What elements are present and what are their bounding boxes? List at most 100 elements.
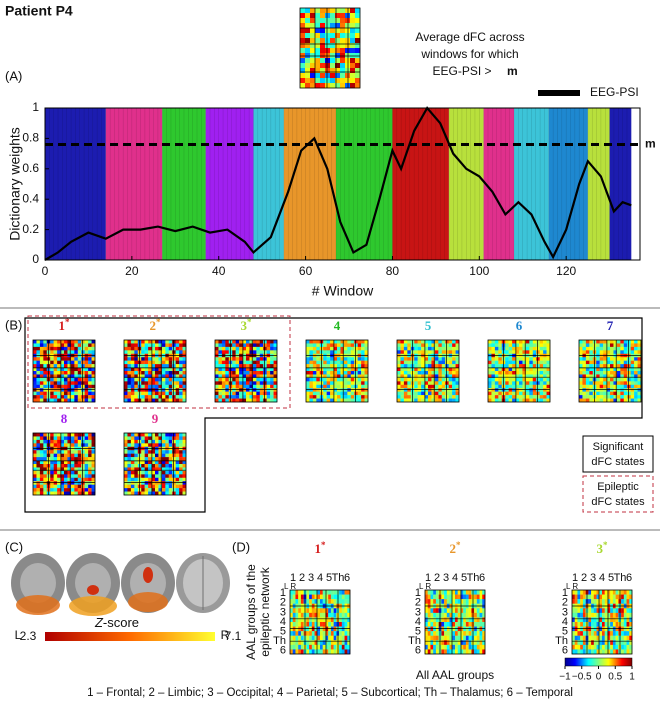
matrix-cell	[70, 464, 75, 468]
matrix-cell	[64, 477, 68, 482]
matrix-cell	[623, 640, 627, 646]
matrix-cell	[589, 360, 593, 365]
matrix-cell	[218, 364, 223, 368]
matrix-cell	[616, 395, 621, 399]
matrix-cell	[148, 470, 152, 475]
matrix-cell	[148, 450, 152, 454]
matrix-cell	[165, 360, 169, 365]
matrix-cell	[455, 388, 460, 392]
matrix-cell	[347, 644, 351, 650]
matrix-cell	[57, 481, 61, 485]
matrix-frame	[396, 339, 460, 403]
matrix-cell	[340, 343, 345, 348]
matrix-cell	[320, 73, 326, 79]
matrix-cell	[67, 395, 72, 399]
matrix-cell	[515, 398, 520, 403]
panel-label: (A)	[5, 68, 22, 83]
matrix-cell	[155, 367, 159, 372]
matrix-cell	[312, 340, 317, 344]
matrix-cell	[249, 343, 254, 348]
matrix-cell	[452, 388, 456, 392]
matrix-cell	[259, 340, 264, 344]
matrix-cell	[637, 388, 642, 392]
matrix-cell	[343, 364, 348, 368]
matrix-cell	[585, 340, 590, 344]
matrix-cell	[84, 460, 89, 465]
matrix-cell	[144, 433, 149, 437]
matrix-cell	[340, 68, 346, 74]
matrix-cell	[424, 364, 429, 368]
matrix-cell	[623, 346, 628, 351]
matrix-cell	[81, 464, 85, 468]
matrix-cell	[141, 388, 145, 392]
matrix-cell	[81, 460, 85, 465]
matrix-cell	[266, 350, 271, 354]
matrix-cell	[610, 384, 614, 389]
matrix-cell	[455, 599, 458, 604]
matrix-thumbnail	[289, 589, 351, 655]
matrix-cell	[130, 398, 135, 403]
matrix-cell	[333, 631, 337, 636]
matrix-cell	[273, 395, 278, 399]
matrix-cell	[613, 388, 618, 392]
matrix-cell	[623, 340, 628, 344]
matrix-cell	[446, 640, 450, 646]
matrix-cell	[623, 364, 628, 368]
matrix-cell	[300, 73, 306, 79]
matrix-cell	[50, 377, 54, 382]
matrix-cell	[579, 364, 583, 368]
matrix-cell	[77, 467, 82, 472]
matrix-cell	[519, 384, 523, 389]
matrix-cell	[515, 381, 520, 385]
matrix-cell	[532, 364, 537, 368]
legend-box	[582, 475, 654, 513]
matrix-cell	[158, 384, 163, 389]
matrix-cell	[141, 443, 145, 447]
matrix-cell	[621, 635, 625, 641]
matrix-cell	[316, 343, 320, 348]
matrix-cell	[428, 398, 432, 403]
matrix-cell	[445, 391, 449, 396]
matrix-cell	[158, 357, 163, 361]
matrix-cell	[599, 594, 603, 600]
matrix-cell	[364, 377, 369, 382]
matrix-cell	[585, 350, 590, 354]
matrix-cell	[134, 467, 138, 472]
matrix-cell	[300, 48, 306, 54]
matrix-cell	[77, 381, 82, 385]
matrix-cell	[414, 374, 418, 379]
matrix-cell	[508, 391, 513, 396]
matrix-cell	[144, 364, 149, 368]
matrix-cell	[515, 384, 520, 389]
matrix-cell	[50, 470, 54, 475]
matrix-cell	[74, 343, 78, 348]
matrix-cell	[84, 439, 89, 444]
matrix-cell	[508, 384, 513, 389]
matrix-cell	[300, 640, 304, 646]
matrix-cell	[582, 340, 587, 344]
matrix-cell	[134, 460, 138, 465]
matrix-cell	[124, 477, 128, 482]
matrix-cell	[158, 381, 163, 385]
matrix-cell	[532, 360, 537, 365]
matrix-cell	[57, 398, 61, 403]
matrix-cell	[325, 38, 331, 44]
matrix-cell	[246, 398, 250, 403]
inset-text: windows for which	[420, 47, 518, 61]
matrix-cell	[148, 467, 152, 472]
matrix-cell	[615, 590, 619, 595]
matrix-cell	[158, 340, 163, 344]
matrix-cell	[421, 360, 425, 365]
matrix-cell	[457, 626, 461, 632]
matrix-cell	[627, 343, 631, 348]
matrix-cell	[333, 644, 337, 650]
matrix-cell	[60, 443, 65, 447]
matrix-cell	[36, 460, 41, 465]
matrix-cell	[179, 388, 183, 392]
matrix-cell	[522, 346, 527, 351]
matrix-cell	[434, 350, 439, 354]
matrix-cell	[263, 346, 267, 351]
matrix-cell	[67, 453, 72, 458]
matrix-cell	[127, 381, 132, 385]
state-block	[548, 108, 588, 260]
